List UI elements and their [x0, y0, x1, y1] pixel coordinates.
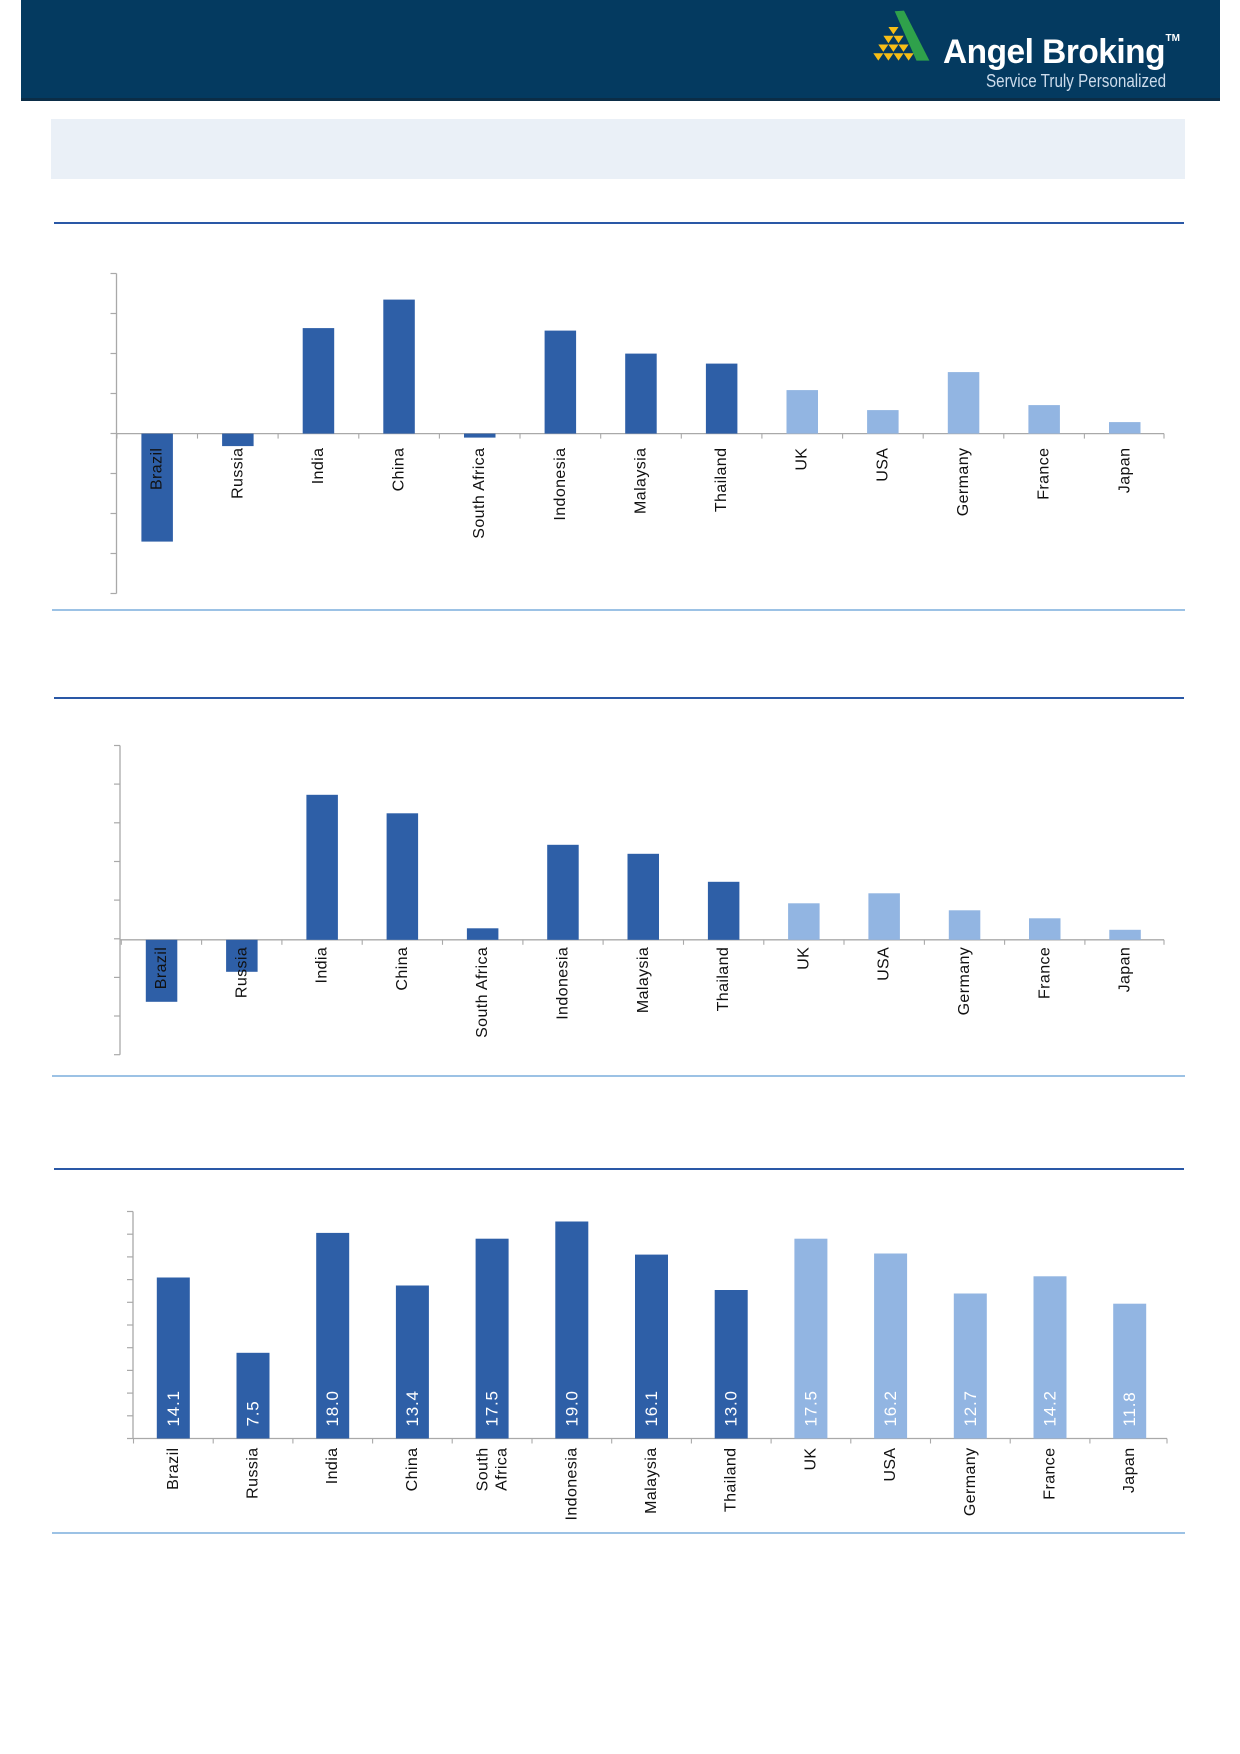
svg-text:UK: UK [794, 448, 811, 471]
svg-text:USA: USA [874, 448, 891, 482]
svg-text:12.7: 12.7 [961, 1390, 980, 1426]
svg-text:Malaysia: Malaysia [635, 947, 652, 1013]
svg-text:France: France [1036, 448, 1053, 500]
svg-text:China: China [404, 1448, 421, 1492]
svg-text:China: China [394, 947, 411, 991]
svg-text:17.5: 17.5 [801, 1390, 820, 1426]
svg-text:Indonesia: Indonesia [552, 448, 569, 521]
svg-text:Japan: Japan [1121, 1448, 1138, 1494]
svg-text:USA: USA [882, 1448, 899, 1482]
svg-text:India: India [310, 448, 327, 485]
svg-text:Malaysia: Malaysia [643, 1448, 660, 1514]
svg-text:16.2: 16.2 [881, 1390, 900, 1426]
svg-text:14.2: 14.2 [1041, 1390, 1060, 1426]
svg-text:Brazil: Brazil [153, 947, 170, 989]
svg-text:Brazil: Brazil [149, 448, 166, 490]
svg-text:Indonesia: Indonesia [555, 947, 572, 1020]
svg-text:South Africa: South Africa [471, 448, 488, 539]
svg-text:Russia: Russia [245, 1448, 262, 1499]
svg-text:Thailand: Thailand [723, 1448, 740, 1513]
svg-text:UK: UK [795, 947, 812, 970]
svg-text:France: France [1036, 947, 1053, 999]
svg-text:Thailand: Thailand [713, 448, 730, 513]
svg-text:Germany: Germany [962, 1448, 979, 1517]
svg-text:China: China [391, 448, 408, 492]
svg-text:7.5: 7.5 [244, 1400, 263, 1426]
svg-text:17.5: 17.5 [483, 1390, 502, 1426]
svg-text:Japan: Japan [1117, 947, 1134, 993]
svg-text:South: South [475, 1448, 492, 1492]
svg-text:Indonesia: Indonesia [563, 1448, 580, 1521]
svg-text:Malaysia: Malaysia [633, 448, 650, 514]
svg-text:Russia: Russia [233, 947, 250, 998]
svg-text:USA: USA [876, 947, 893, 981]
svg-text:13.0: 13.0 [722, 1390, 741, 1426]
svg-text:11.8: 11.8 [1120, 1391, 1139, 1426]
svg-text:India: India [314, 947, 331, 984]
svg-text:14.1: 14.1 [164, 1390, 183, 1426]
svg-text:16.1: 16.1 [642, 1390, 661, 1426]
svg-text:Russia: Russia [229, 448, 246, 499]
svg-text:Germany: Germany [956, 947, 973, 1016]
svg-text:18.0: 18.0 [323, 1390, 342, 1426]
svg-text:19.0: 19.0 [562, 1390, 581, 1426]
svg-text:India: India [324, 1448, 341, 1485]
svg-text:Brazil: Brazil [165, 1448, 182, 1490]
svg-text:South Africa: South Africa [474, 947, 491, 1038]
svg-text:Japan: Japan [1116, 448, 1133, 494]
svg-text:France: France [1042, 1448, 1059, 1500]
svg-text:13.4: 13.4 [403, 1390, 422, 1426]
svg-text:Africa: Africa [494, 1448, 511, 1491]
svg-text:Thailand: Thailand [715, 947, 732, 1012]
svg-text:Germany: Germany [955, 448, 972, 517]
svg-text:UK: UK [802, 1448, 819, 1471]
